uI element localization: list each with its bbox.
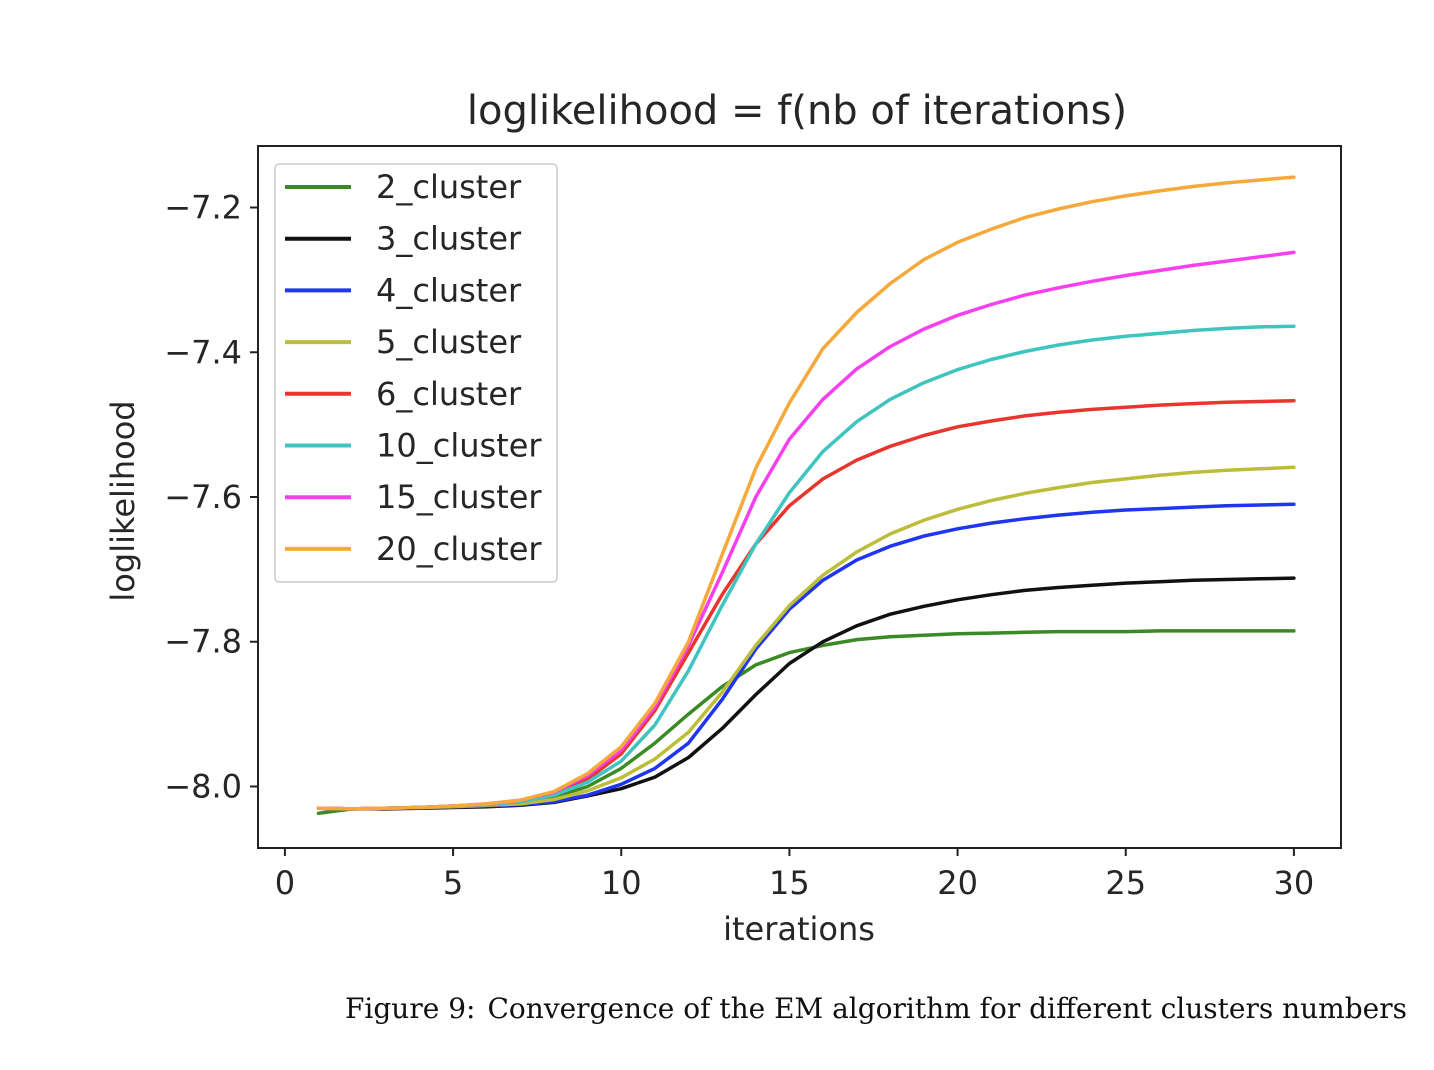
caption-text: Convergence of the EM algorithm for diff… — [487, 992, 1407, 1025]
legend-label-10_cluster: 10_cluster — [376, 427, 542, 465]
plot-lines — [316, 175, 1296, 816]
series-line-20_cluster — [316, 175, 1296, 811]
legend-label-3_cluster: 3_cluster — [376, 220, 522, 258]
x-axis-ticks: 0 5 10 15 20 25 30 — [275, 848, 1315, 902]
legend-label-4_cluster: 4_cluster — [376, 271, 522, 309]
x-tick-label: 10 — [601, 864, 642, 902]
caption-label: Figure 9: — [345, 992, 476, 1025]
x-tick-label: 20 — [937, 864, 978, 902]
x-tick-label: 15 — [769, 864, 810, 902]
legend-label-20_cluster: 20_cluster — [376, 530, 542, 568]
chart-title: loglikelihood = f(nb of iterations) — [467, 88, 1127, 134]
legend-label-2_cluster: 2_cluster — [376, 168, 522, 206]
x-tick-label: 5 — [443, 864, 463, 902]
series-line-2_cluster — [316, 629, 1296, 816]
legend: 2_cluster 3_cluster 4_cluster 5_cluster 6_cl… — [274, 163, 558, 583]
y-tick-label: −7.2 — [164, 189, 242, 227]
x-axis-label: iterations — [723, 910, 875, 948]
y-tick-label: −8.0 — [164, 767, 242, 805]
legend-label-5_cluster: 5_cluster — [376, 323, 522, 361]
series-line-3_cluster — [316, 576, 1296, 811]
y-axis-ticks: −8.0 −7.8 −7.6 −7.4 −7.2 — [164, 189, 258, 805]
legend-label-6_cluster: 6_cluster — [376, 375, 522, 413]
y-tick-label: −7.4 — [164, 333, 242, 371]
x-tick-label: 30 — [1274, 864, 1315, 902]
legend-label-15_cluster: 15_cluster — [376, 478, 542, 516]
x-tick-label: 0 — [275, 864, 295, 902]
y-tick-label: −7.8 — [164, 623, 242, 661]
figure-caption: Figure 9: Convergence of the EM algorith… — [0, 992, 1434, 1036]
y-tick-label: −7.6 — [164, 478, 242, 516]
legend-box — [274, 163, 558, 583]
y-axis-label: loglikelihood — [104, 400, 142, 601]
x-tick-label: 25 — [1105, 864, 1146, 902]
